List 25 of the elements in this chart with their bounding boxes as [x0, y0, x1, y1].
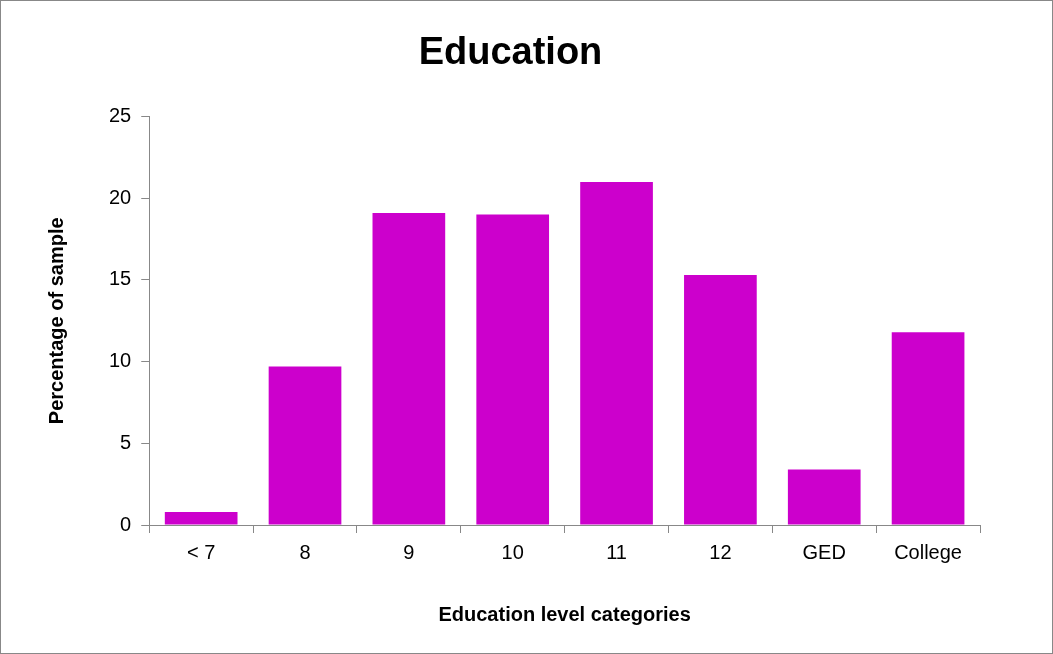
x-tick-label: < 7 — [186, 540, 216, 563]
y-tick-label: 5 — [120, 430, 132, 453]
x-tick-label: GED — [802, 540, 846, 563]
y-tick-label: 0 — [120, 512, 132, 535]
x-tick-label: 12 — [709, 540, 732, 563]
y-tick-label: 20 — [109, 185, 132, 208]
bar — [164, 511, 238, 525]
bar — [891, 332, 965, 525]
x-tick-label: 10 — [501, 540, 524, 563]
x-axis-title: Education level categories — [438, 602, 691, 625]
bar — [684, 275, 757, 525]
y-tick-label: 15 — [109, 267, 132, 290]
y-axis-title: Percentage of sample — [44, 217, 67, 425]
x-tick-label: 11 — [606, 540, 627, 563]
y-tick-label: 25 — [109, 104, 132, 127]
chart-title: Education — [418, 30, 603, 73]
x-tick-label: College — [894, 540, 962, 563]
bar — [580, 181, 653, 525]
x-tick-label: 8 — [299, 540, 311, 563]
y-tick-label: 10 — [109, 349, 132, 372]
bar — [476, 214, 550, 525]
x-tick-label: 9 — [403, 540, 415, 563]
bar — [268, 366, 342, 525]
bar — [372, 212, 446, 525]
bar — [787, 469, 861, 525]
